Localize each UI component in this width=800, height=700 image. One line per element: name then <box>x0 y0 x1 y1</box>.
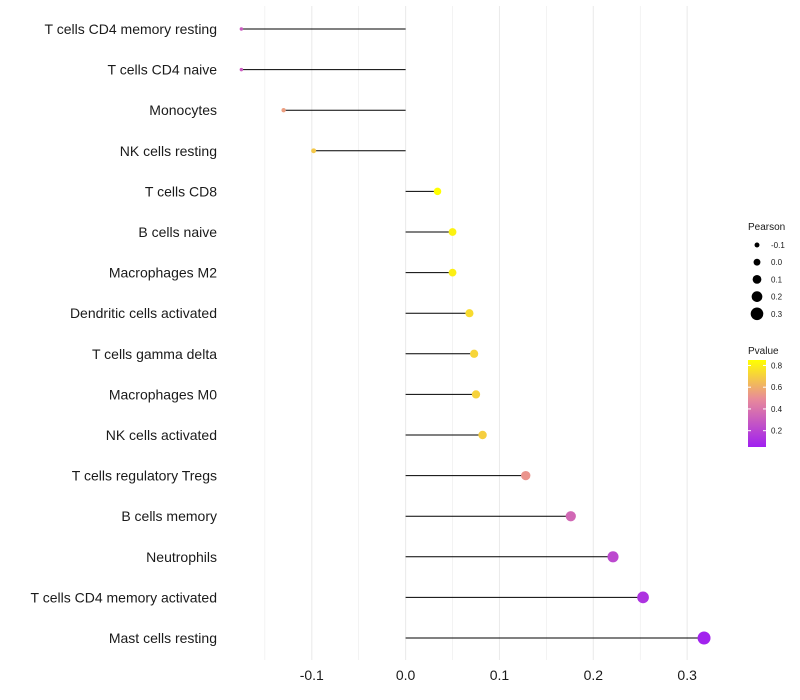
category-label: Macrophages M0 <box>109 386 217 402</box>
size-legend-key <box>751 291 763 302</box>
point-10 <box>478 430 487 440</box>
size-legend-key <box>753 258 761 266</box>
point-12 <box>565 511 576 522</box>
x-tick-label: 0.3 <box>677 667 697 683</box>
color-legend-label: 0.4 <box>771 405 783 414</box>
category-label: T cells regulatory Tregs <box>72 468 217 484</box>
color-legend-label: 0.6 <box>771 383 783 392</box>
x-tick-label: 0.2 <box>584 667 604 683</box>
point-0 <box>239 27 244 31</box>
category-label: Mast cells resting <box>109 630 217 646</box>
category-label: B cells memory <box>121 508 217 524</box>
pvalue-color-legend: Pvalue 0.2 0.4 0.6 0.8 <box>748 346 783 447</box>
category-labels: T cells CD4 memory resting T cells CD4 na… <box>31 21 218 646</box>
point-11 <box>521 470 531 481</box>
size-legend-title: Pearson <box>748 222 785 233</box>
category-label: T cells gamma delta <box>92 346 217 362</box>
size-legend-label: 0.3 <box>771 310 783 319</box>
point-15 <box>697 631 711 645</box>
point-5 <box>448 228 457 236</box>
size-legend-key <box>752 275 762 284</box>
size-legend-label: -0.1 <box>771 241 785 250</box>
grid-lines <box>264 6 688 660</box>
x-tick-label: 0.1 <box>490 667 510 683</box>
point-1 <box>239 67 244 72</box>
point-13 <box>607 551 619 563</box>
point-6 <box>448 268 457 277</box>
size-legend-label: 0.2 <box>771 293 783 302</box>
point-3 <box>311 148 317 154</box>
point-8 <box>469 349 479 358</box>
color-legend-label: 0.8 <box>771 361 783 370</box>
category-label: Neutrophils <box>146 549 217 565</box>
pearson-size-legend: Pearson -0.1 0.0 0.1 0.2 0.3 <box>748 222 785 321</box>
size-legend-key <box>750 307 764 321</box>
point-14 <box>637 591 649 604</box>
category-label: Macrophages M2 <box>109 265 217 281</box>
point-7 <box>465 309 474 318</box>
points <box>239 27 711 645</box>
point-2 <box>281 108 286 113</box>
category-label: T cells CD4 memory activated <box>31 589 217 605</box>
point-4 <box>433 187 442 196</box>
category-label: Monocytes <box>149 102 217 118</box>
x-tick-labels: -0.1 0.0 0.1 0.2 0.3 <box>300 667 697 683</box>
category-label: T cells CD8 <box>145 183 217 199</box>
color-legend-title: Pvalue <box>748 346 779 357</box>
size-legend-label: 0.0 <box>771 258 783 267</box>
category-label: T cells CD4 memory resting <box>45 21 217 37</box>
category-label: T cells CD4 naive <box>108 62 218 78</box>
size-legend-key <box>754 242 760 248</box>
x-tick-label: -0.1 <box>300 667 324 683</box>
category-label: NK cells activated <box>106 427 217 443</box>
size-legend-label: 0.1 <box>771 275 783 284</box>
color-legend-bar <box>748 360 766 447</box>
category-label: Dendritic cells activated <box>70 305 217 321</box>
color-legend-label: 0.2 <box>771 427 783 436</box>
x-tick-label: 0.0 <box>396 667 416 683</box>
stems <box>241 28 705 639</box>
category-label: B cells naive <box>138 224 217 240</box>
category-label: NK cells resting <box>120 143 217 159</box>
point-9 <box>471 390 481 399</box>
